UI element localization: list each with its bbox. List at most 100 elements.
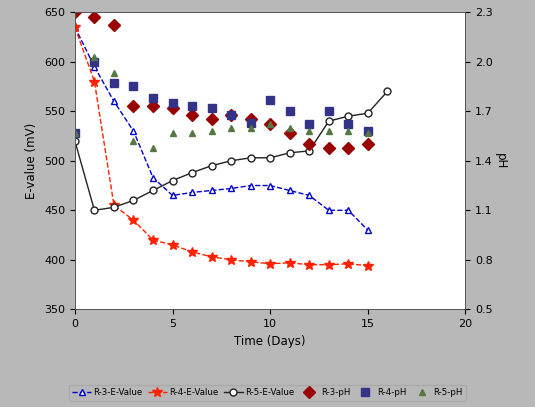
R-4-pH — [267, 97, 273, 102]
R-3-E-Value — [150, 175, 156, 180]
R-3-E-Value — [306, 193, 312, 198]
R-5-E-Value — [384, 89, 391, 94]
R-4-pH — [72, 130, 78, 135]
R-5-E-Value — [189, 170, 195, 175]
R-3-pH — [365, 142, 371, 147]
R-3-E-Value — [247, 183, 254, 188]
R-4-pH — [131, 84, 137, 89]
R-4-pH — [189, 104, 195, 109]
R-3-E-Value — [345, 208, 351, 213]
R-3-pH — [247, 117, 254, 122]
R-3-pH — [267, 122, 273, 127]
R-3-pH — [287, 130, 293, 135]
R-4-E-Value — [111, 203, 117, 208]
R-3-pH — [209, 117, 215, 122]
R-4-pH — [287, 109, 293, 114]
R-3-E-Value — [91, 64, 98, 69]
Line: R-4-E-Value: R-4-E-Value — [70, 22, 373, 271]
R-4-E-Value — [287, 260, 293, 265]
R-3-E-Value — [111, 99, 117, 104]
R-5-pH — [345, 129, 351, 133]
R-5-pH — [111, 71, 117, 76]
Line: R-4-pH: R-4-pH — [71, 57, 372, 137]
R-4-pH — [228, 112, 234, 117]
R-5-E-Value — [325, 119, 332, 124]
R-3-pH — [228, 112, 234, 117]
R-5-pH — [131, 138, 137, 143]
Line: R-5-pH: R-5-pH — [72, 53, 371, 151]
R-4-E-Value — [228, 257, 234, 262]
R-5-E-Value — [287, 151, 293, 155]
R-5-E-Value — [267, 155, 273, 160]
R-3-E-Value — [228, 186, 234, 191]
R-3-pH — [189, 112, 195, 117]
R-4-E-Value — [72, 24, 78, 30]
R-4-E-Value — [150, 238, 156, 243]
R-3-pH — [91, 15, 98, 20]
X-axis label: Time (Days): Time (Days) — [234, 335, 306, 348]
R-5-pH — [306, 129, 312, 133]
R-4-E-Value — [365, 263, 371, 268]
R-3-pH — [345, 145, 351, 150]
R-5-pH — [72, 130, 78, 135]
R-4-pH — [365, 129, 371, 133]
R-5-pH — [325, 129, 332, 133]
R-3-E-Value — [209, 188, 215, 193]
R-4-E-Value — [306, 263, 312, 267]
R-5-pH — [247, 125, 254, 130]
R-5-E-Value — [72, 138, 78, 143]
R-4-E-Value — [91, 79, 98, 84]
R-5-E-Value — [306, 149, 312, 153]
Line: R-3-E-Value: R-3-E-Value — [72, 24, 371, 234]
R-3-pH — [72, 10, 78, 15]
R-5-pH — [170, 130, 176, 135]
Y-axis label: pH: pH — [494, 153, 507, 169]
R-5-E-Value — [131, 198, 137, 203]
R-4-E-Value — [325, 263, 332, 267]
R-4-E-Value — [345, 261, 351, 266]
R-4-E-Value — [131, 218, 137, 223]
R-5-pH — [209, 129, 215, 133]
R-4-pH — [150, 96, 156, 101]
R-3-E-Value — [267, 183, 273, 188]
R-5-E-Value — [209, 163, 215, 168]
R-3-pH — [306, 142, 312, 147]
R-5-pH — [365, 130, 371, 135]
R-4-pH — [306, 122, 312, 127]
R-3-pH — [325, 145, 332, 150]
R-5-E-Value — [345, 114, 351, 119]
R-4-pH — [91, 59, 98, 64]
R-4-E-Value — [209, 254, 215, 259]
Legend: R-3-E-Value, R-4-E-Value, R-5-E-Value, R-3-pH, R-4-pH, R-5-pH: R-3-E-Value, R-4-E-Value, R-5-E-Value, R… — [68, 385, 467, 400]
R-5-E-Value — [228, 158, 234, 163]
R-4-E-Value — [189, 249, 195, 254]
Line: R-3-pH: R-3-pH — [71, 8, 372, 152]
R-3-E-Value — [325, 208, 332, 213]
R-4-pH — [345, 122, 351, 127]
R-3-E-Value — [365, 228, 371, 232]
R-5-pH — [228, 125, 234, 130]
R-5-pH — [287, 125, 293, 130]
R-4-pH — [111, 81, 117, 85]
R-4-E-Value — [170, 243, 176, 247]
R-4-pH — [170, 101, 176, 105]
R-5-E-Value — [111, 205, 117, 210]
R-3-E-Value — [72, 24, 78, 30]
R-5-E-Value — [91, 208, 98, 213]
Y-axis label: E-value (mV): E-value (mV) — [26, 123, 39, 199]
R-3-pH — [150, 104, 156, 109]
R-3-E-Value — [287, 188, 293, 193]
R-4-E-Value — [247, 259, 254, 264]
R-4-pH — [209, 105, 215, 110]
R-3-pH — [111, 23, 117, 28]
R-4-pH — [325, 109, 332, 114]
R-3-pH — [131, 104, 137, 109]
R-4-E-Value — [267, 261, 273, 266]
R-5-pH — [267, 122, 273, 127]
R-5-pH — [91, 55, 98, 59]
R-5-E-Value — [170, 178, 176, 183]
Line: R-5-E-Value: R-5-E-Value — [72, 88, 391, 214]
R-5-E-Value — [150, 188, 156, 193]
R-4-pH — [247, 120, 254, 125]
R-5-E-Value — [365, 111, 371, 116]
